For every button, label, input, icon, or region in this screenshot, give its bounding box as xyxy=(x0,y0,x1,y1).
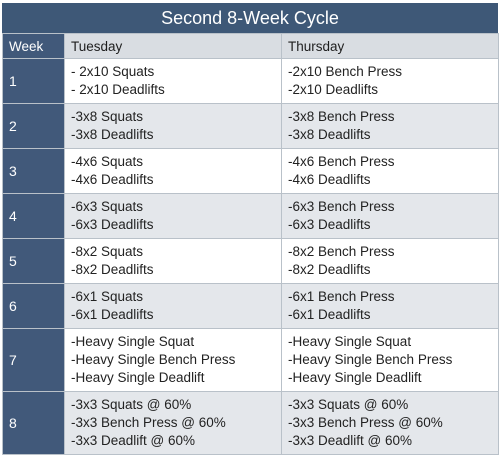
exercise-line: -4x6 Deadlifts xyxy=(288,172,371,187)
exercise-line: -8x2 Bench Press xyxy=(288,244,395,259)
thursday-cell: -3x3 Squats @ 60% -3x3 Bench Press @ 60% -… xyxy=(281,391,499,455)
exercise-line: -2x10 Bench Press xyxy=(288,64,403,79)
exercise-line: -8x2 Squats xyxy=(71,244,144,259)
table-row: 8 -3x3 Squats @ 60% -3x3 Bench Press @ 60%… xyxy=(2,391,499,455)
exercise-line: -8x2 Deadlifts xyxy=(288,262,371,277)
exercise-line: -3x8 Bench Press xyxy=(288,109,395,124)
exercise-line: -Heavy Single Deadlift xyxy=(288,370,422,385)
exercise-line: -3x3 Squats @ 60% xyxy=(71,397,192,412)
program-table-container: Second 8-Week Cycle Week Tuesday Thursda… xyxy=(2,3,499,455)
exercise-line: -3x8 Deadlifts xyxy=(288,127,371,142)
exercise-line: -3x3 Bench Press @ 60% xyxy=(288,415,443,430)
table-row: 2 -3x8 Squats -3x8 Deadlifts -3x8 Bench Pre… xyxy=(2,103,499,149)
week-number: 5 xyxy=(2,238,65,284)
exercise-line: -6x3 Squats xyxy=(71,199,144,214)
exercise-line: -Heavy Single Squat xyxy=(71,334,195,349)
week-number: 1 xyxy=(2,58,65,104)
tuesday-cell: -4x6 Squats -4x6 Deadlifts xyxy=(64,148,282,194)
tuesday-cell: -6x3 Squats -6x3 Deadlifts xyxy=(64,193,282,239)
week-number: 4 xyxy=(2,193,65,239)
tuesday-cell: -8x2 Squats -8x2 Deadlifts xyxy=(64,238,282,284)
table-row: 3 -4x6 Squats -4x6 Deadlifts -4x6 Bench Pre… xyxy=(2,148,499,194)
exercise-line: -6x1 Squats xyxy=(71,289,144,304)
header-row: Week Tuesday Thursday xyxy=(2,33,499,59)
exercise-line: - 2x10 Deadlifts xyxy=(71,82,165,97)
week-number: 3 xyxy=(2,148,65,194)
thursday-cell: -4x6 Bench Press -4x6 Deadlifts xyxy=(281,148,499,194)
week-number: 7 xyxy=(2,328,65,392)
week-number: 6 xyxy=(2,283,65,329)
header-week: Week xyxy=(2,33,65,59)
tuesday-cell: -Heavy Single Squat -Heavy Single Bench P… xyxy=(64,328,282,392)
exercise-line: -6x3 Deadlifts xyxy=(71,217,154,232)
exercise-line: -3x8 Deadlifts xyxy=(71,127,154,142)
table-row: 5 -8x2 Squats -8x2 Deadlifts -8x2 Bench Pre… xyxy=(2,238,499,284)
thursday-cell: -2x10 Bench Press -2x10 Deadlifts xyxy=(281,58,499,104)
thursday-cell: -6x1 Bench Press -6x1 Deadlifts xyxy=(281,283,499,329)
exercise-line: -6x3 Deadlifts xyxy=(288,217,371,232)
exercise-line: -6x1 Bench Press xyxy=(288,289,395,304)
exercise-line: -2x10 Deadlifts xyxy=(288,82,379,97)
exercise-line: -3x3 Deadlift @ 60% xyxy=(71,433,196,448)
header-tuesday: Tuesday xyxy=(64,33,282,59)
exercise-line: -4x6 Squats xyxy=(71,154,144,169)
table-body: 1 - 2x10 Squats - 2x10 Deadlifts -2x10 Benc… xyxy=(2,58,499,455)
exercise-line: -Heavy Single Deadlift xyxy=(71,370,205,385)
exercise-line: - 2x10 Squats xyxy=(71,64,155,79)
table-row: 7 -Heavy Single Squat -Heavy Single Bench … xyxy=(2,328,499,392)
exercise-line: -Heavy Single Bench Press xyxy=(71,352,236,367)
week-number: 8 xyxy=(2,391,65,455)
exercise-line: -3x8 Squats xyxy=(71,109,144,124)
exercise-line: -3x3 Bench Press @ 60% xyxy=(71,415,226,430)
thursday-cell: -6x3 Bench Press -6x3 Deadlifts xyxy=(281,193,499,239)
exercise-line: -Heavy Single Squat xyxy=(288,334,412,349)
tuesday-cell: - 2x10 Squats - 2x10 Deadlifts xyxy=(64,58,282,104)
exercise-line: -6x1 Deadlifts xyxy=(288,307,371,322)
table-title: Second 8-Week Cycle xyxy=(2,3,498,33)
tuesday-cell: -6x1 Squats -6x1 Deadlifts xyxy=(64,283,282,329)
thursday-cell: -8x2 Bench Press -8x2 Deadlifts xyxy=(281,238,499,284)
table-row: 1 - 2x10 Squats - 2x10 Deadlifts -2x10 Benc… xyxy=(2,58,499,104)
exercise-line: -8x2 Deadlifts xyxy=(71,262,154,277)
exercise-line: -6x1 Deadlifts xyxy=(71,307,154,322)
table-row: 4 -6x3 Squats -6x3 Deadlifts -6x3 Bench Pre… xyxy=(2,193,499,239)
tuesday-cell: -3x8 Squats -3x8 Deadlifts xyxy=(64,103,282,149)
thursday-cell: -Heavy Single Squat -Heavy Single Bench P… xyxy=(281,328,499,392)
program-table: Week Tuesday Thursday 1- 2x10 Squats - 2x… xyxy=(2,33,499,455)
tuesday-cell: -3x3 Squats @ 60% -3x3 Bench Press @ 60% -… xyxy=(64,391,282,455)
header-thursday: Thursday xyxy=(281,33,499,59)
exercise-line: -Heavy Single Bench Press xyxy=(288,352,453,367)
exercise-line: -4x6 Deadlifts xyxy=(71,172,154,187)
exercise-line: -3x3 Squats @ 60% xyxy=(288,397,409,412)
table-row: 6 -6x1 Squats -6x1 Deadlifts -6x1 Bench Pre… xyxy=(2,283,499,329)
thursday-cell: -3x8 Bench Press -3x8 Deadlifts xyxy=(281,103,499,149)
week-number: 2 xyxy=(2,103,65,149)
exercise-line: -6x3 Bench Press xyxy=(288,199,395,214)
exercise-line: -3x3 Deadlift @ 60% xyxy=(288,433,413,448)
exercise-line: -4x6 Bench Press xyxy=(288,154,395,169)
